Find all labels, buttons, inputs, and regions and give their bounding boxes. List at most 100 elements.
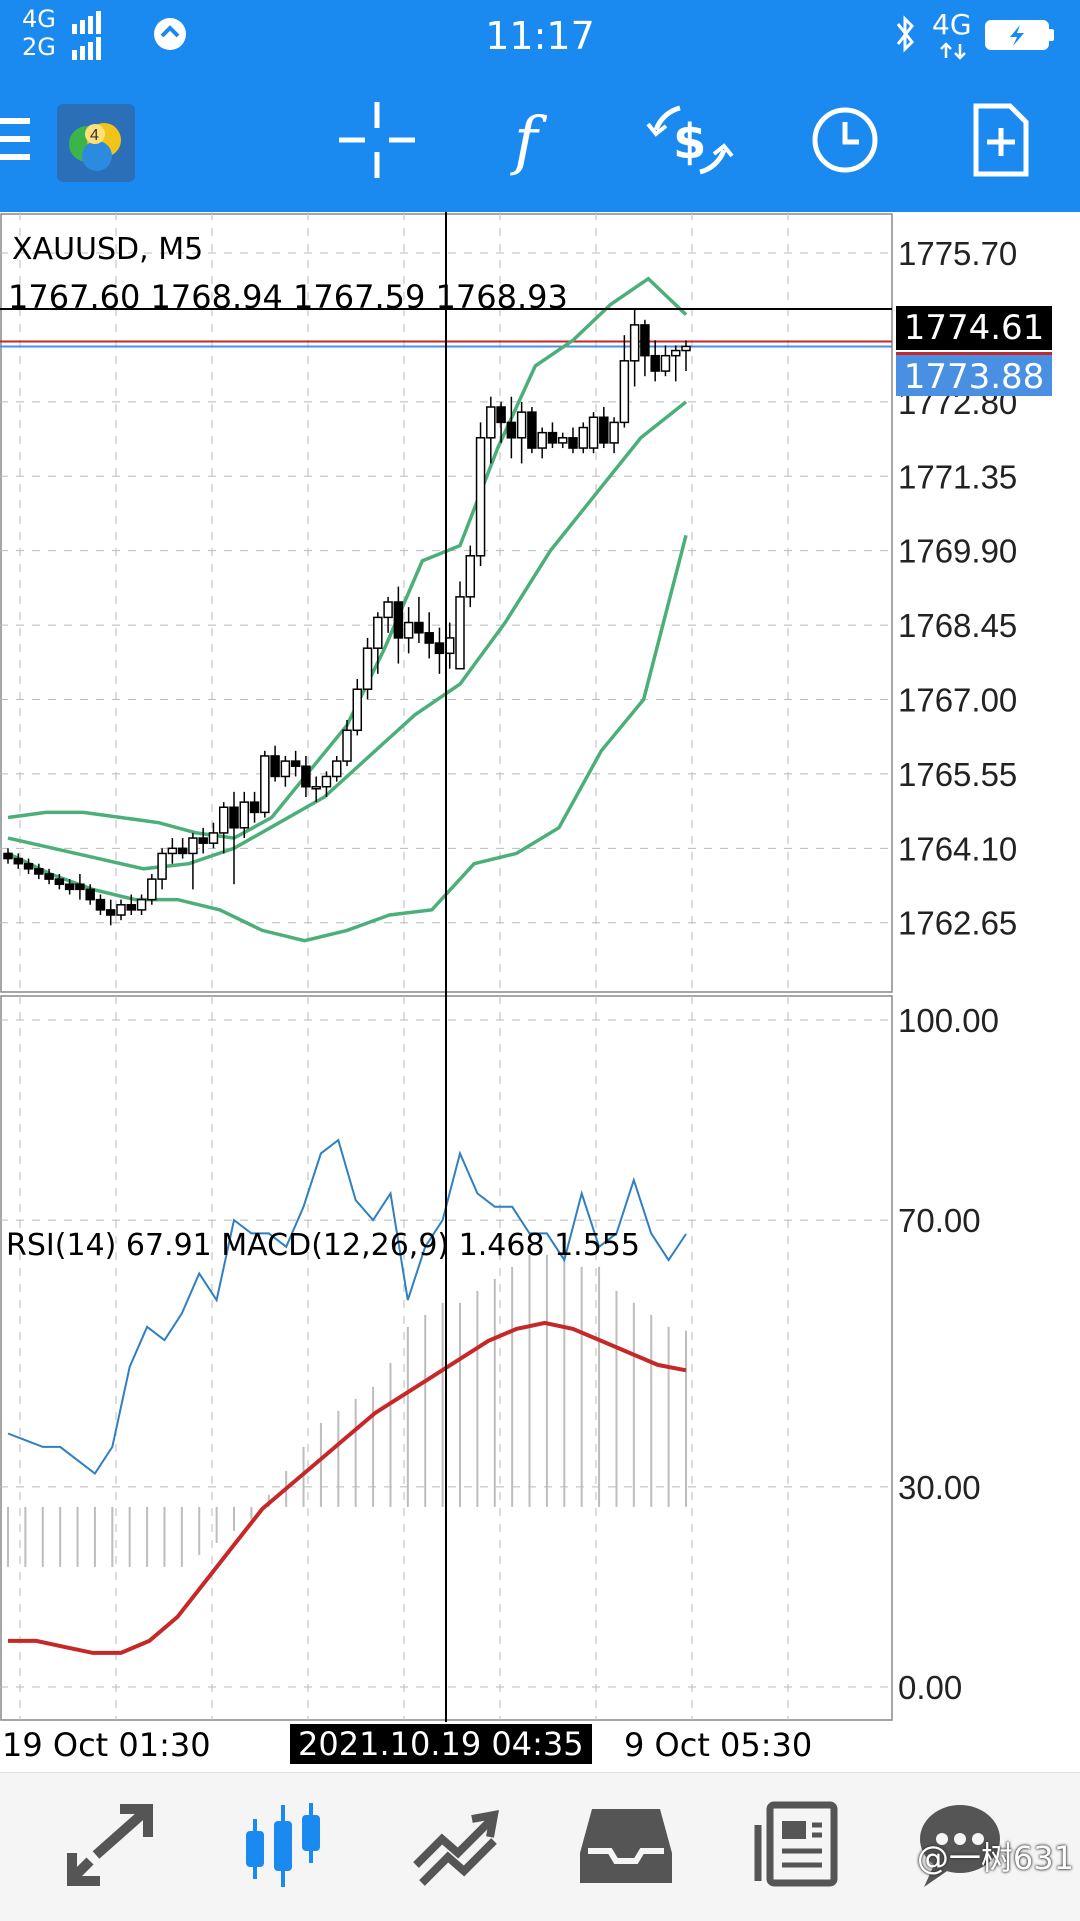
history-icon xyxy=(580,1809,672,1883)
nav-trade[interactable] xyxy=(402,1795,512,1895)
candle-body-up xyxy=(157,852,167,880)
candle-body-up xyxy=(619,360,630,424)
candle-body-up xyxy=(373,616,383,649)
candle xyxy=(3,848,13,864)
period-button[interactable] xyxy=(795,90,895,190)
candle xyxy=(260,750,270,818)
candle xyxy=(126,894,137,916)
candle xyxy=(311,776,321,803)
candle-body-down xyxy=(34,868,44,875)
indicator-tick-label: 100.00 xyxy=(898,1002,999,1039)
candle xyxy=(527,407,537,454)
indicator-tick-label: 70.00 xyxy=(898,1202,981,1239)
candle-body-up xyxy=(342,729,352,762)
candle xyxy=(167,838,178,864)
candle xyxy=(147,873,157,905)
chart-area[interactable]: 1775.70 1772.80 1771.35 1769.90 1768.45 1767.… xyxy=(0,212,1080,1772)
candle-body-up xyxy=(311,785,321,790)
time-label-left: 19 Oct 01:30 xyxy=(2,1726,211,1764)
bollinger-lower-band xyxy=(7,534,688,943)
price-tick-label: 1769.90 xyxy=(898,533,1017,570)
candle xyxy=(393,586,404,664)
rsi-line xyxy=(7,1138,687,1476)
macd-signal-line xyxy=(8,1320,687,1655)
candle xyxy=(547,422,558,449)
candle xyxy=(588,412,599,454)
candle xyxy=(34,863,44,880)
candle-body-down xyxy=(105,909,116,916)
candle-body-down xyxy=(290,760,301,767)
candle xyxy=(331,755,342,782)
chart-canvas[interactable]: 1775.701772.801771.351769.901768.451767.… xyxy=(0,212,1080,1772)
price-tick-label: 1767.00 xyxy=(898,682,1017,719)
candle-body-up xyxy=(465,555,476,598)
candle-body-down xyxy=(424,632,434,644)
candle xyxy=(352,678,363,736)
candle-body-down xyxy=(75,883,85,891)
nav-history[interactable] xyxy=(572,1795,682,1895)
candle xyxy=(95,894,106,916)
trade-button[interactable]: $ xyxy=(640,90,740,190)
toolbar: 4 f $ xyxy=(0,70,1080,212)
metatrader-app-icon: 4 xyxy=(57,104,135,182)
candle-body-up xyxy=(670,349,681,357)
candle-body-down xyxy=(177,847,188,855)
add-object-icon xyxy=(973,103,1029,177)
status-bar: 4G 2G 11:17 4G xyxy=(0,0,1080,70)
indicators-button[interactable]: f xyxy=(484,90,584,190)
candle-body-down xyxy=(270,755,280,778)
candle xyxy=(270,745,280,782)
candle xyxy=(85,884,95,905)
nav-messages[interactable] xyxy=(910,1795,1020,1895)
candle-body-up xyxy=(455,596,465,670)
bluetooth-icon xyxy=(896,15,914,53)
candle-body-down xyxy=(650,354,660,372)
candle-body-up xyxy=(352,688,363,732)
candle xyxy=(681,340,691,372)
candle xyxy=(650,340,660,382)
candle xyxy=(619,335,630,428)
menu-button[interactable] xyxy=(0,90,60,190)
candle-body-up xyxy=(660,354,671,372)
candle-body-up xyxy=(516,411,527,439)
candle xyxy=(239,791,250,839)
price-tick-label: 1765.55 xyxy=(898,756,1017,793)
candle-body-down xyxy=(434,642,445,655)
crosshair-time-label: 2021.10.19 04:35 xyxy=(290,1724,592,1764)
candle-body-down xyxy=(126,904,137,911)
candle-body-up xyxy=(260,755,270,814)
nav-chart[interactable] xyxy=(228,1795,338,1895)
candle-body-down xyxy=(229,806,239,829)
trade-icon xyxy=(413,1810,499,1886)
candle-body-down xyxy=(95,898,106,911)
indicators-icon: f xyxy=(510,104,548,178)
candle-body-up xyxy=(609,421,619,444)
candle-body-down xyxy=(44,873,54,880)
data-arrows-icon xyxy=(940,42,966,60)
indicator-tick-label: 30.00 xyxy=(898,1469,981,1506)
candle-body-down xyxy=(640,324,650,357)
price-tick-label: 1768.45 xyxy=(898,607,1017,644)
candle-body-up xyxy=(188,837,198,855)
crosshair-button[interactable] xyxy=(327,90,427,190)
time-label-right: 9 Oct 05:30 xyxy=(624,1726,813,1764)
candle-body-down xyxy=(64,883,75,891)
nav-news[interactable] xyxy=(748,1795,858,1895)
candle xyxy=(177,838,188,859)
candle xyxy=(342,720,352,767)
candle xyxy=(424,612,434,659)
new-object-button[interactable] xyxy=(950,90,1050,190)
candle xyxy=(157,848,167,890)
symbol-label: XAUUSD, M5 xyxy=(12,232,204,267)
candle xyxy=(496,401,506,443)
price-axis: 1775.701772.801771.351769.901768.451767.… xyxy=(898,235,1017,1706)
candle-body-up xyxy=(629,324,640,362)
candles-layer xyxy=(3,309,691,926)
candle xyxy=(373,612,383,674)
candle-body-down xyxy=(301,765,311,788)
candle xyxy=(383,596,393,633)
nav-quotes[interactable] xyxy=(60,1795,170,1895)
app-logo-button[interactable]: 4 xyxy=(57,104,135,182)
candle xyxy=(105,899,116,926)
candle-body-up xyxy=(331,760,342,778)
